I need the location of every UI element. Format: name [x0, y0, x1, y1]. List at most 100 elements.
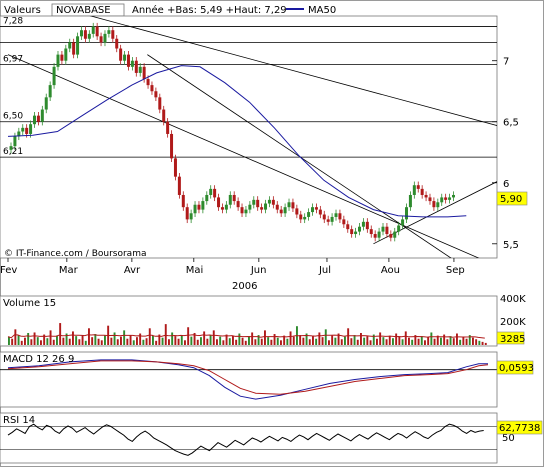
- volume-bar: [200, 337, 202, 345]
- candle-body: [99, 36, 103, 43]
- candle-body: [401, 219, 405, 226]
- volume-bar: [161, 337, 164, 345]
- volume-bar: [299, 335, 302, 345]
- volume-bar: [209, 335, 212, 345]
- volume-bar: [427, 337, 430, 345]
- candle-body: [224, 204, 228, 210]
- macd-signal-line: [7, 360, 489, 395]
- volume-bar: [324, 329, 327, 345]
- candle-body: [428, 197, 432, 202]
- volume-bar: [440, 337, 442, 345]
- volume-bar: [312, 336, 314, 345]
- candle-body: [256, 199, 260, 208]
- volume-bar: [216, 339, 218, 345]
- candle-body: [76, 36, 80, 55]
- candle-body: [361, 221, 365, 227]
- candle-body: [17, 131, 21, 137]
- volume-bar: [62, 337, 65, 345]
- candle-body: [72, 42, 76, 55]
- candle-body: [177, 176, 181, 195]
- candle-body: [32, 115, 36, 125]
- candle-body: [346, 224, 350, 230]
- candle-body: [40, 109, 44, 122]
- candle-body: [373, 234, 377, 238]
- volume-bar: [148, 328, 151, 345]
- volume-bar: [379, 332, 382, 345]
- candle-body: [111, 30, 115, 39]
- month-label: Mai: [186, 265, 204, 276]
- watermark: © IT-Finance.com / Boursorama: [4, 249, 146, 259]
- volume-bar: [180, 335, 183, 345]
- rsi-label: RSI 14: [3, 415, 35, 426]
- candle-body: [365, 221, 369, 230]
- volume-bar: [75, 336, 78, 345]
- volume-bar: [484, 342, 487, 345]
- year-label: 2006: [232, 281, 257, 292]
- candle-body: [248, 204, 252, 210]
- volume-bar: [190, 336, 193, 345]
- ma50-line: [7, 65, 467, 218]
- volume-bar: [91, 337, 94, 345]
- volume-label: Volume 15: [3, 298, 56, 309]
- volume-bar: [203, 331, 206, 345]
- volume-bar: [395, 333, 398, 345]
- level-label: 6,21: [3, 147, 23, 157]
- volume-bar: [273, 334, 276, 345]
- volume-bar: [196, 339, 199, 345]
- candle-body: [260, 207, 264, 210]
- macd-plot-area: [0, 351, 498, 408]
- candle-body: [381, 226, 385, 232]
- macd-last-value: 0,0593: [499, 363, 534, 374]
- symbol-field[interactable]: NOVABASE: [51, 3, 125, 17]
- month-label: Jul: [318, 265, 331, 276]
- volume-bar: [264, 330, 266, 345]
- volume-bar: [475, 339, 478, 345]
- volume-bar: [72, 331, 74, 345]
- volume-bar: [382, 337, 385, 345]
- candle-body: [134, 60, 138, 73]
- candle-body: [79, 30, 83, 37]
- macd-line: [7, 359, 488, 400]
- candle-body: [173, 158, 177, 177]
- candle-body: [130, 60, 134, 67]
- candle-body: [311, 207, 315, 213]
- candle-body: [95, 26, 99, 37]
- candle-body: [287, 202, 291, 208]
- candle-body: [448, 197, 452, 200]
- volume-bar: [347, 328, 350, 345]
- candle-body: [314, 207, 318, 210]
- volume-bar: [59, 323, 62, 345]
- volume-bar: [408, 337, 410, 345]
- volume-bar: [120, 336, 122, 345]
- volume-bar: [88, 328, 90, 345]
- volume-bar: [142, 339, 145, 345]
- candle-body: [213, 188, 217, 198]
- left-level-labels: 7,28 6,97 6,50 6,21: [3, 17, 23, 158]
- volume-bar: [43, 334, 46, 345]
- volume-bar: [270, 339, 273, 345]
- volume-bar: [136, 337, 138, 345]
- candle-body: [197, 204, 201, 210]
- candle-body: [271, 199, 275, 205]
- volume-bar: [168, 339, 170, 345]
- candle-body: [185, 207, 189, 220]
- volume-bar: [472, 337, 474, 345]
- candle-body: [103, 33, 107, 43]
- volume-bar: [286, 338, 289, 345]
- volume-bar: [177, 338, 180, 345]
- candle-body: [412, 185, 416, 195]
- candle-body: [350, 229, 354, 235]
- month-label: Sep: [446, 265, 465, 276]
- candle-body: [56, 54, 60, 67]
- candle-body: [52, 66, 56, 86]
- volume-bar: [456, 333, 458, 345]
- candle-body: [181, 194, 185, 208]
- candle-body: [342, 219, 346, 225]
- volume-bar: [289, 331, 292, 345]
- candle-body: [158, 97, 162, 110]
- volume-bar: [459, 339, 462, 345]
- right-tick-label: 6,5: [503, 118, 519, 129]
- candle-body: [420, 188, 424, 195]
- candle-body: [9, 146, 13, 150]
